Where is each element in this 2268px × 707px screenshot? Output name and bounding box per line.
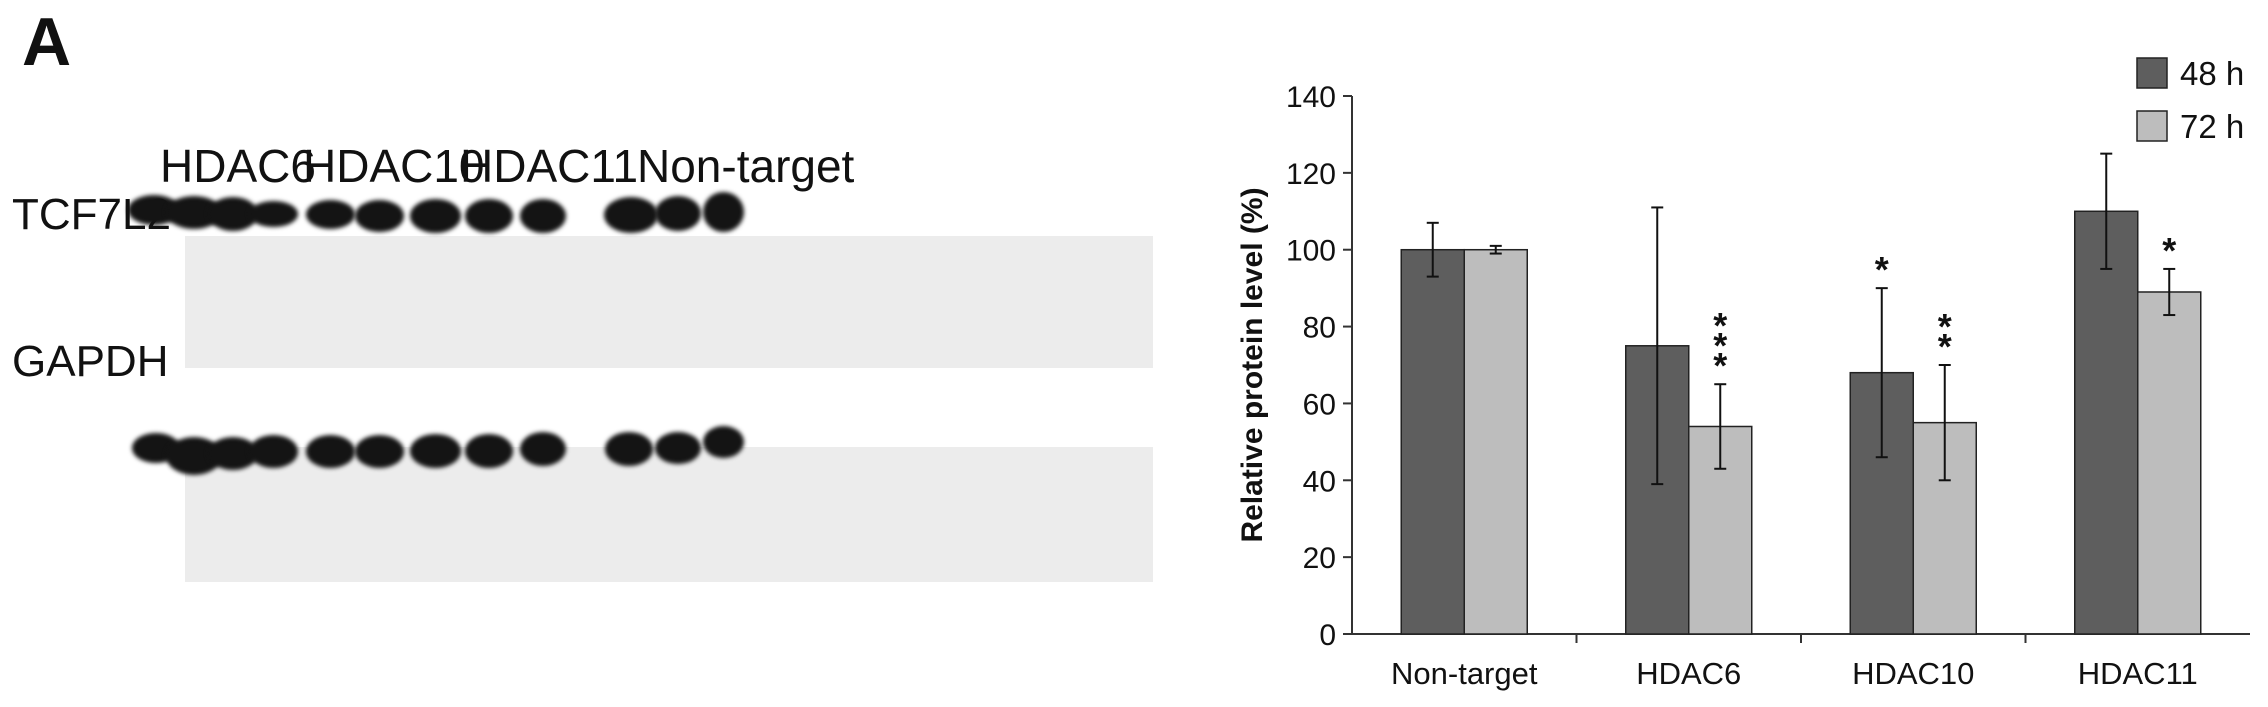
x-tick-label: HDAC10: [1852, 656, 1974, 691]
blot-band: [249, 201, 298, 227]
blot-band: [410, 199, 461, 233]
y-tick-label: 40: [1303, 465, 1336, 498]
significance-marker: *: [1938, 326, 1952, 367]
blot-band: [655, 432, 701, 464]
y-tick-label: 120: [1286, 158, 1336, 191]
legend-label: 48 h: [2180, 55, 2244, 92]
blot-band: [355, 200, 404, 232]
legend-swatch: [2136, 110, 2168, 142]
x-tick-label: Non-target: [1391, 656, 1538, 691]
legend-label: 72 h: [2180, 108, 2244, 145]
blot-band: [605, 432, 653, 466]
y-axis-title: Relative protein level (%): [1236, 187, 1269, 542]
blot-band: [249, 435, 298, 468]
legend-swatch: [2136, 57, 2168, 89]
significance-marker: *: [2162, 230, 2176, 271]
western-blot-gapdh: [132, 426, 1153, 582]
lane-label-hdac11: HDAC11: [460, 140, 639, 192]
x-tick-label: HDAC11: [2078, 656, 2198, 691]
blot-band: [306, 200, 355, 229]
blot-band: [655, 196, 701, 231]
row-label-gapdh: GAPDH: [12, 337, 169, 386]
western-blot-tcf7l2: [128, 192, 1153, 368]
bar: [1400, 248, 1465, 635]
x-tick-label: HDAC6: [1636, 656, 1741, 691]
y-tick-label: 140: [1286, 81, 1336, 114]
bar: [2137, 291, 2202, 635]
panel-a-letter: A: [22, 4, 72, 80]
blot-band: [465, 434, 513, 468]
significance-marker: *: [1875, 249, 1889, 290]
blot-band: [355, 435, 404, 468]
blot-band: [410, 434, 461, 468]
blot-band: [306, 435, 355, 468]
blot-band: [703, 192, 744, 232]
significance-marker: *: [1938, 306, 1952, 347]
y-tick-label: 20: [1303, 542, 1336, 575]
bar: [1463, 248, 1528, 635]
y-tick-label: 100: [1286, 235, 1336, 268]
blot-band: [520, 432, 566, 466]
significance-marker: *: [1713, 345, 1727, 386]
blot-band: [703, 426, 744, 458]
blot-band: [520, 199, 566, 233]
bar: [2074, 210, 2139, 635]
bar: [1912, 421, 1977, 635]
y-tick-label: 80: [1303, 312, 1336, 345]
lane-label-non-target: Non-target: [637, 140, 855, 192]
blot-band: [604, 197, 658, 233]
significance-marker: *: [1713, 305, 1727, 346]
y-tick-label: 0: [1319, 619, 1336, 652]
blot-band: [465, 199, 513, 233]
y-tick-label: 60: [1303, 388, 1336, 421]
lane-label-hdac6: HDAC6: [160, 140, 316, 192]
significance-marker: *: [1713, 325, 1727, 366]
lane-label-hdac10: HDAC10: [303, 140, 485, 192]
